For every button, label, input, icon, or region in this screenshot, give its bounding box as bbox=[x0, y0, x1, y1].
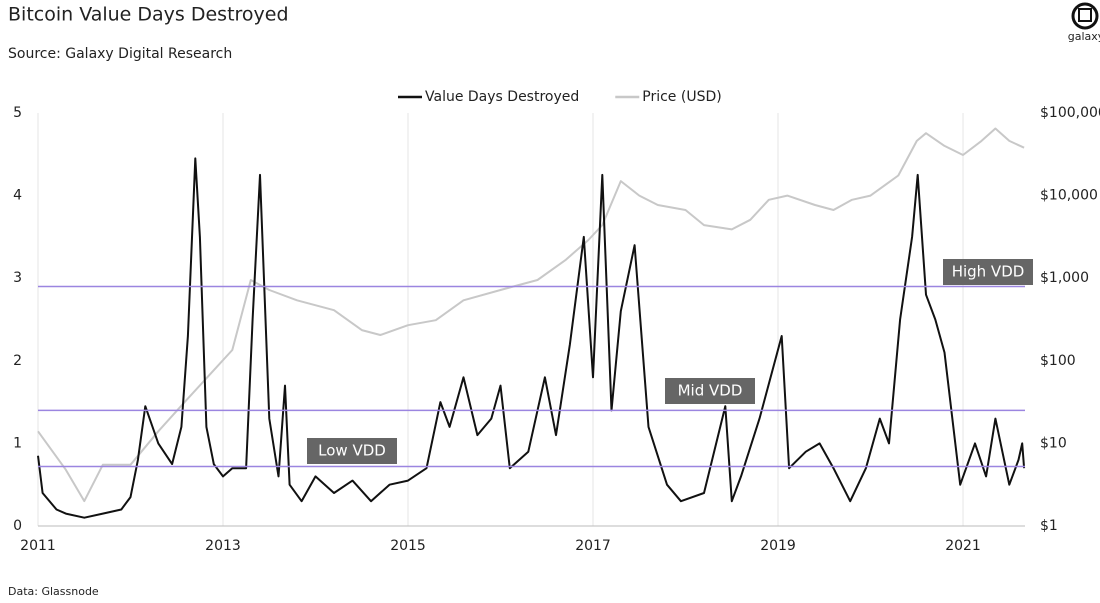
source-note: Data: Glassnode bbox=[8, 585, 99, 598]
y2-tick-label: $100 bbox=[1040, 353, 1076, 369]
y-tick-label: 2 bbox=[13, 353, 22, 369]
annotation-label: Mid VDD bbox=[678, 382, 743, 400]
annotation-box bbox=[665, 378, 755, 404]
annotation-box bbox=[943, 259, 1033, 285]
y-tick-label: 4 bbox=[13, 188, 22, 204]
x-tick-label: 2013 bbox=[205, 538, 241, 554]
chart-subtitle: Source: Galaxy Digital Research bbox=[8, 46, 232, 62]
chart-title: Bitcoin Value Days Destroyed bbox=[8, 4, 289, 26]
logo-text: galaxy bbox=[1068, 30, 1100, 43]
x-tick-label: 2021 bbox=[945, 538, 981, 554]
y-tick-label: 1 bbox=[13, 435, 22, 451]
x-tick-label: 2015 bbox=[390, 538, 426, 554]
x-tick-label: 2017 bbox=[575, 538, 611, 554]
y2-tick-label: $10,000 bbox=[1040, 188, 1098, 204]
y2-tick-label: $10 bbox=[1040, 435, 1067, 451]
legend-label: Value Days Destroyed bbox=[425, 89, 579, 105]
y2-tick-label: $1 bbox=[1040, 518, 1058, 534]
y-tick-label: 5 bbox=[13, 105, 22, 121]
series-line bbox=[37, 127, 1025, 503]
logo-ring bbox=[1071, 2, 1099, 30]
annotation-label: Low VDD bbox=[318, 442, 386, 460]
series-line bbox=[37, 157, 1026, 519]
legend-label: Price (USD) bbox=[642, 89, 721, 105]
annotation-label: High VDD bbox=[952, 263, 1025, 281]
y-tick-label: 0 bbox=[13, 518, 22, 534]
y2-tick-label: $100,000 bbox=[1040, 105, 1100, 121]
annotation-box bbox=[307, 438, 397, 464]
y2-tick-label: $1,000 bbox=[1040, 270, 1089, 286]
x-tick-label: 2019 bbox=[760, 538, 796, 554]
x-tick-label: 2011 bbox=[20, 538, 56, 554]
y-tick-label: 3 bbox=[13, 270, 22, 286]
logo: galaxy bbox=[1068, 2, 1100, 43]
logo-square bbox=[1078, 8, 1092, 22]
